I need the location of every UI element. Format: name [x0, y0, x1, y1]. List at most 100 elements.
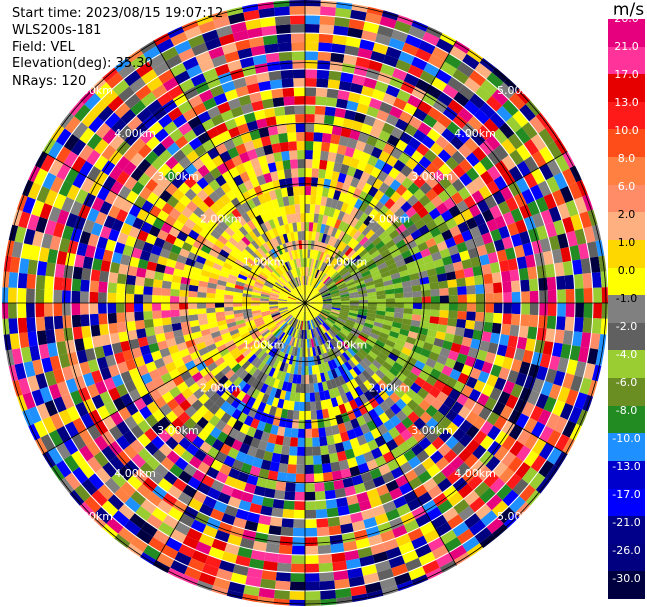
range-gate — [344, 45, 360, 57]
range-gate — [239, 328, 249, 336]
range-gate — [341, 271, 351, 279]
range-gate — [393, 254, 404, 263]
range-gate — [331, 308, 341, 313]
range-gate — [179, 78, 195, 93]
range-gate — [296, 303, 305, 305]
range-gate — [186, 200, 198, 213]
range-gate — [338, 266, 347, 275]
range-gate — [317, 535, 331, 546]
range-gate — [350, 356, 360, 366]
range-gate — [188, 212, 201, 224]
range-gate — [233, 288, 244, 294]
range-gate — [547, 303, 558, 317]
range-gate — [344, 323, 354, 330]
range-gate — [403, 72, 420, 87]
range-gate — [270, 325, 279, 334]
range-gate — [330, 291, 340, 296]
range-gate — [203, 398, 215, 410]
range-gate — [435, 69, 453, 85]
range-gate — [305, 221, 310, 232]
range-gate — [410, 366, 422, 377]
range-gate — [191, 435, 205, 449]
range-gate — [429, 316, 440, 325]
range-gate — [101, 89, 119, 106]
range-gate — [435, 456, 450, 471]
range-gate — [411, 56, 428, 71]
range-gate — [208, 191, 220, 203]
range-gate — [188, 284, 199, 292]
range-gate — [264, 551, 279, 563]
range-gate — [286, 123, 297, 133]
range-gate — [180, 370, 192, 382]
range-gate — [263, 403, 272, 415]
range-gate — [282, 508, 295, 519]
range-gate — [56, 250, 68, 265]
range-gate — [251, 217, 260, 228]
range-gate — [529, 184, 544, 201]
range-gate — [241, 201, 251, 213]
range-gate — [264, 210, 273, 221]
range-gate — [336, 264, 346, 273]
range-gate — [290, 308, 298, 315]
range-gate — [319, 436, 328, 447]
range-gate — [290, 231, 296, 242]
range-gate — [124, 131, 140, 147]
range-gate — [443, 142, 458, 157]
range-gate — [298, 410, 305, 420]
range-gate — [287, 296, 297, 301]
range-gate — [203, 196, 215, 208]
range-gate — [156, 499, 173, 515]
range-gate — [412, 308, 422, 316]
range-gate — [259, 244, 268, 254]
range-gate — [329, 312, 339, 318]
range-gate — [446, 121, 462, 136]
range-gate — [413, 175, 426, 189]
range-gate — [296, 455, 305, 466]
range-gate — [461, 536, 480, 553]
range-gate — [279, 389, 287, 400]
range-gate — [457, 294, 468, 303]
range-gate — [391, 29, 409, 43]
range-gate — [157, 163, 172, 177]
range-gate — [281, 517, 294, 528]
range-gate — [368, 408, 379, 420]
range-gate — [450, 252, 462, 264]
range-gate — [362, 182, 373, 194]
range-gate — [523, 417, 538, 434]
range-gate — [181, 241, 193, 252]
range-gate — [151, 506, 168, 522]
range-gate — [243, 140, 255, 152]
range-gate — [31, 389, 45, 407]
range-gate — [305, 296, 312, 303]
range-gate — [374, 282, 385, 288]
range-gate — [296, 303, 305, 306]
range-gate — [272, 237, 280, 247]
range-gate — [310, 410, 318, 420]
range-gate — [271, 288, 281, 294]
range-gate — [453, 361, 465, 373]
range-gate — [311, 291, 319, 298]
range-gate — [357, 462, 370, 475]
range-gate — [306, 329, 309, 339]
range-gate — [232, 517, 247, 529]
range-gate — [337, 89, 350, 101]
range-gate — [239, 537, 255, 550]
range-gate — [449, 455, 465, 471]
range-gate — [32, 437, 48, 456]
range-gate — [62, 277, 73, 291]
range-gate — [270, 272, 279, 281]
range-gate — [297, 428, 305, 438]
range-gate — [330, 543, 345, 554]
range-gate — [300, 320, 304, 330]
range-gate — [296, 300, 305, 303]
range-gate — [99, 323, 110, 336]
range-gate — [458, 158, 473, 173]
range-gate — [116, 293, 126, 303]
range-gate — [357, 131, 370, 144]
range-gate — [252, 286, 263, 292]
range-gate — [245, 575, 262, 588]
range-gate — [145, 269, 156, 280]
range-gate — [276, 426, 286, 437]
range-gate — [297, 168, 305, 178]
range-gate — [256, 476, 268, 488]
